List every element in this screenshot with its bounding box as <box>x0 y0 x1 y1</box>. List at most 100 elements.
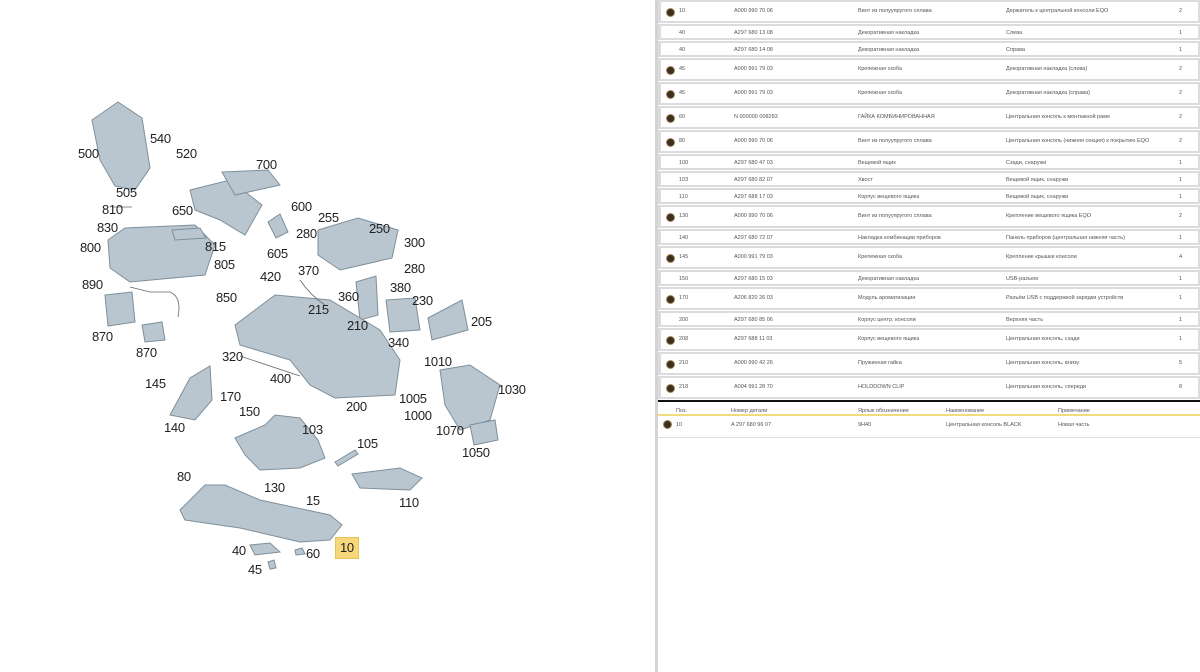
callout-label-850[interactable]: 850 <box>216 290 237 305</box>
callout-label-80[interactable]: 80 <box>177 469 191 484</box>
callout-label-800[interactable]: 800 <box>80 240 101 255</box>
column-header[interactable]: Номер детали <box>731 408 768 414</box>
table-row[interactable]: 210 A000 990 42 26 Пружинная гайка Централь… <box>658 352 1200 375</box>
table-row[interactable]: 100 A297 680 47 03 Вещевой ящик Сзади, снар… <box>658 154 1200 170</box>
callout-label-605[interactable]: 605 <box>267 246 288 261</box>
panel-divider[interactable] <box>655 0 658 672</box>
callout-label-210[interactable]: 210 <box>347 318 368 333</box>
table-row[interactable]: 80 A000 990 70 06 Винт из полуупругого спл… <box>658 130 1200 153</box>
table-row[interactable]: 103 A297 680 82 07 Хвост Вещевой ящик, снар… <box>658 171 1200 187</box>
callout-label-40[interactable]: 40 <box>232 543 246 558</box>
table-row[interactable]: 218 A004 991 28 70 HOLDDOWN CLIP Центральна… <box>658 376 1200 399</box>
cell-pos: 140 <box>679 235 689 241</box>
callout-label-45[interactable]: 45 <box>248 562 262 577</box>
callout-label-110[interactable]: 110 <box>399 495 419 510</box>
column-header[interactable]: Примечание <box>1058 408 1090 414</box>
callout-label-340[interactable]: 340 <box>388 335 409 350</box>
callout-label-145[interactable]: 145 <box>145 376 166 391</box>
callout-label-1000[interactable]: 1000 <box>404 408 432 423</box>
part-info-icon[interactable] <box>666 66 675 75</box>
callout-label-520[interactable]: 520 <box>176 146 197 161</box>
part-info-icon[interactable] <box>666 8 675 17</box>
callout-label-380[interactable]: 380 <box>390 280 411 295</box>
part-info-icon[interactable] <box>666 114 675 123</box>
callout-label-890[interactable]: 890 <box>82 277 103 292</box>
callout-label-1010[interactable]: 1010 <box>424 354 452 369</box>
callout-label-830[interactable]: 830 <box>97 220 118 235</box>
callout-label-1030[interactable]: 1030 <box>498 382 526 397</box>
callout-label-215[interactable]: 215 <box>308 302 329 317</box>
callout-label-870[interactable]: 870 <box>92 329 113 344</box>
callout-label-420[interactable]: 420 <box>260 269 281 284</box>
table-row[interactable]: 140 A297 680 72 07 Накладка комбинации при… <box>658 229 1200 245</box>
cell-note: Верхняя часть <box>1006 317 1044 323</box>
part-info-icon[interactable] <box>666 360 675 369</box>
callout-label-60[interactable]: 60 <box>306 546 320 561</box>
selected-part-row[interactable]: 10 A 297 680 96 07 9H40 Центральная консоль… <box>658 416 1200 438</box>
table-row[interactable]: 40 A297 680 14 08 Декоративная накладка Спр… <box>658 41 1200 57</box>
callout-label-105[interactable]: 105 <box>357 436 378 451</box>
table-row[interactable]: 200 A297 680 85 06 Корпус центр. консоли Ве… <box>658 311 1200 327</box>
column-header[interactable]: Ярлык обозначения <box>858 408 909 414</box>
column-header[interactable]: Поз. <box>676 408 687 414</box>
callout-label-15[interactable]: 15 <box>306 493 320 508</box>
callout-label-280[interactable]: 280 <box>296 226 317 241</box>
part-info-icon[interactable] <box>666 336 675 345</box>
cell-note: Центральная консоль (нижняя секция) к по… <box>1006 138 1150 144</box>
callout-label-170[interactable]: 170 <box>220 389 241 404</box>
table-row[interactable]: 45 A000 991 79 03 Крепежная скоба Декоратив… <box>658 58 1200 81</box>
table-row[interactable]: 145 A000 991 79 03 Крепежная скоба Креплени… <box>658 246 1200 269</box>
callout-label-815[interactable]: 815 <box>205 239 226 254</box>
callout-label-230[interactable]: 230 <box>412 293 433 308</box>
part-140 <box>169 365 213 421</box>
table-row[interactable]: 130 A000 990 70 06 Винт из полуупругого сп… <box>658 205 1200 228</box>
callout-label-805[interactable]: 805 <box>214 257 235 272</box>
callout-label-300[interactable]: 300 <box>404 235 425 250</box>
part-info-icon[interactable] <box>663 420 672 429</box>
callout-label-600[interactable]: 600 <box>291 199 312 214</box>
callout-label-1005[interactable]: 1005 <box>399 391 427 406</box>
callout-label-1050[interactable]: 1050 <box>462 445 490 460</box>
callout-label-250[interactable]: 250 <box>369 221 390 236</box>
callout-label-360[interactable]: 360 <box>338 289 359 304</box>
callout-label-650[interactable]: 650 <box>172 203 193 218</box>
callout-label-870[interactable]: 870 <box>136 345 157 360</box>
table-row[interactable]: 110 A297 688 17 03 Корпус вещевого ящика Ве… <box>658 188 1200 204</box>
callout-label-130[interactable]: 130 <box>264 480 285 495</box>
cell-part: A000 991 79 03 <box>734 66 773 72</box>
callout-label-540[interactable]: 540 <box>150 131 171 146</box>
part-info-icon[interactable] <box>666 295 675 304</box>
callout-label-150[interactable]: 150 <box>239 404 260 419</box>
table-row[interactable]: 40 A297 680 13 08 Декоративная накладка Сле… <box>658 24 1200 40</box>
callout-label-280[interactable]: 280 <box>404 261 425 276</box>
callout-label-103[interactable]: 103 <box>302 422 323 437</box>
callout-label-810[interactable]: 810 <box>102 202 123 217</box>
callout-label-500[interactable]: 500 <box>78 146 99 161</box>
cell-note: Центральная консоль к монтажной раме <box>1006 114 1111 120</box>
callout-label-400[interactable]: 400 <box>270 371 291 386</box>
table-row[interactable]: 60 N 000000 008283 ГАЙКА КОМБИНИРОВАННАЯ Це… <box>658 106 1200 129</box>
callout-label-1070[interactable]: 1070 <box>436 423 464 438</box>
part-info-icon[interactable] <box>666 90 675 99</box>
part-info-icon[interactable] <box>666 138 675 147</box>
cell-note: Декоративная накладка (справа) <box>1006 90 1091 96</box>
part-info-icon[interactable] <box>666 254 675 263</box>
callout-label-140[interactable]: 140 <box>164 420 185 435</box>
callout-label-505[interactable]: 505 <box>116 185 137 200</box>
callout-label-320[interactable]: 320 <box>222 349 243 364</box>
table-row[interactable]: 170 A206 820 26 03 Модуль ароматизации Разъ… <box>658 287 1200 310</box>
part-info-icon[interactable] <box>666 213 675 222</box>
table-row[interactable]: 45 A000 991 79 03 Крепежная скоба Декоратив… <box>658 82 1200 105</box>
callout-label-700[interactable]: 700 <box>256 157 277 172</box>
column-header[interactable]: Наименование <box>946 408 985 414</box>
table-row[interactable]: 150 A297 680 15 03 Декоративная накладка US… <box>658 270 1200 286</box>
callout-label-205[interactable]: 205 <box>471 314 492 329</box>
table-row[interactable]: 10 A000 990 70 06 Винт из полуупругого спл… <box>658 0 1200 23</box>
cell-note: Крепление вещевого ящика EQO <box>1006 213 1092 219</box>
callout-label-10[interactable]: 10 <box>335 537 359 559</box>
part-info-icon[interactable] <box>666 384 675 393</box>
callout-label-370[interactable]: 370 <box>298 263 319 278</box>
table-row[interactable]: 208 A297 688 11 03 Корпус вещевого ящика Це… <box>658 328 1200 351</box>
callout-label-255[interactable]: 255 <box>318 210 339 225</box>
callout-label-200[interactable]: 200 <box>346 399 367 414</box>
